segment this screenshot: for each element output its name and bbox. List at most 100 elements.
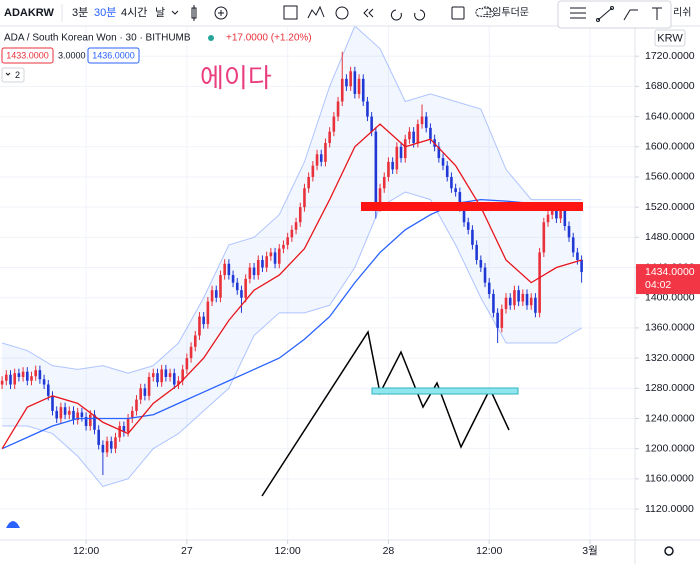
interval[interactable]: 4시간	[121, 6, 147, 19]
toggle-icon[interactable]	[5, 72, 11, 76]
candle-body	[307, 176, 310, 189]
candle-body	[261, 259, 264, 268]
candle-body	[571, 237, 575, 253]
dropdown-icon[interactable]	[171, 10, 179, 15]
candle-body	[315, 154, 319, 166]
candle-body	[332, 116, 336, 132]
candle-body	[525, 293, 529, 306]
candle-body	[101, 444, 105, 453]
candle-body	[177, 380, 180, 385]
candle-body	[30, 376, 33, 381]
candle-body	[458, 192, 462, 208]
settings-icon[interactable]	[664, 546, 674, 556]
candle-body	[328, 131, 331, 143]
last-price: 1434.0000	[645, 266, 695, 278]
candle-body	[311, 165, 315, 177]
candle-body	[353, 71, 357, 94]
candle-body	[450, 176, 453, 189]
candle-body	[513, 290, 516, 306]
candle-body	[147, 376, 151, 396]
moving-average	[1, 123, 582, 450]
drawn-rectangle[interactable]	[371, 387, 519, 395]
y-tick-label: 1320.0000	[645, 352, 695, 364]
candle-body	[563, 210, 567, 227]
candle-body	[227, 263, 231, 276]
drawn-horizontal-line[interactable]	[361, 202, 583, 211]
ask[interactable]: 1436.0000	[92, 50, 135, 60]
candle-body	[59, 407, 63, 419]
interval[interactable]: 날	[155, 6, 165, 19]
candle-body	[88, 414, 92, 427]
countdown: 04:02	[645, 279, 671, 291]
candle-body	[580, 259, 583, 273]
candle-body	[370, 116, 373, 132]
candle-body	[231, 275, 235, 283]
candle-body	[114, 437, 117, 449]
candle-body	[0, 380, 4, 385]
candle-body	[198, 316, 201, 336]
candle-body	[416, 124, 420, 143]
candle-body	[206, 301, 210, 325]
x-tick-label: 12:00	[275, 545, 301, 557]
candle-body	[34, 370, 37, 377]
interval[interactable]: 3분	[72, 7, 88, 19]
bid-box[interactable]	[1, 47, 54, 64]
candle-body	[164, 369, 168, 377]
candle-body	[252, 267, 256, 276]
candle-body	[403, 139, 407, 159]
legend-change: +17.0000 (+1.20%)	[226, 33, 312, 44]
candle-body	[395, 146, 399, 170]
candle-body	[244, 278, 247, 298]
candle-body	[172, 373, 176, 385]
drawing-tools[interactable]	[570, 6, 662, 22]
candle-body	[445, 165, 449, 177]
candle-body	[349, 71, 352, 87]
candle-body	[139, 388, 142, 400]
candle-body	[135, 399, 138, 411]
indicators-count[interactable]: 2	[15, 70, 20, 80]
candle-body	[546, 214, 550, 223]
bollinger-upper	[1, 25, 582, 374]
candle-body	[193, 335, 197, 347]
status-dot	[208, 35, 214, 41]
candle-body	[21, 371, 25, 377]
candle-body	[559, 210, 562, 219]
candle-body	[202, 316, 205, 325]
candle-body	[387, 161, 390, 177]
candle-body	[399, 146, 403, 159]
template[interactable]: 고잉투더문	[483, 7, 529, 19]
candle-body	[462, 207, 466, 223]
candle-body	[97, 429, 100, 445]
y-tick-label: 1400.0000	[645, 291, 695, 303]
candle-body	[441, 158, 445, 166]
y-tick-label: 1720.0000	[645, 50, 695, 62]
currency[interactable]: KRW	[657, 32, 683, 44]
candle-body	[496, 312, 499, 328]
candle-body	[277, 248, 281, 264]
candle-body	[492, 293, 495, 313]
y-tick-label: 1520.0000	[645, 201, 695, 213]
candle-body	[286, 237, 289, 245]
candle-body	[454, 188, 457, 193]
toolbar-icons[interactable]	[191, 5, 495, 21]
candle-body	[168, 373, 172, 377]
candle-body	[265, 256, 268, 268]
candle-body	[340, 78, 344, 102]
candle-body	[55, 410, 58, 419]
currency-box[interactable]	[654, 29, 686, 47]
candle-body	[214, 290, 218, 298]
indicators-toggle[interactable]	[1, 67, 25, 83]
interval-active[interactable]: 30분	[94, 7, 116, 19]
candle-body	[282, 244, 285, 249]
logo	[6, 521, 20, 528]
plot-area	[0, 25, 635, 540]
toolbar-right[interactable]: 리쉬	[673, 7, 691, 19]
drawn-zigzag[interactable]	[261, 330, 510, 497]
candle-body	[156, 373, 159, 383]
ask-box[interactable]	[87, 47, 140, 64]
symbol[interactable]: ADAKRW	[4, 7, 55, 19]
bid[interactable]: 1433.0000	[6, 50, 49, 60]
y-tick-label: 1160.0000	[645, 473, 694, 485]
